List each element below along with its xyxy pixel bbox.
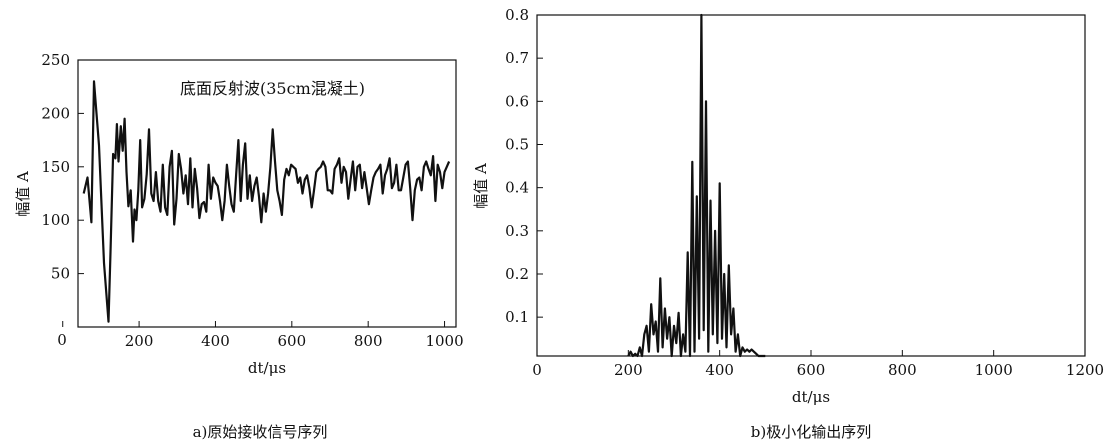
chart-a-annotation: 底面反射波(35cm混凝土) <box>180 79 365 98</box>
a-y-tick-label: 250 <box>41 51 70 69</box>
chart-b-plot-frame <box>536 14 1086 357</box>
a-y-tick-label: 150 <box>41 158 70 176</box>
b-y-tick-label: 0.6 <box>505 92 529 110</box>
chart-a-xlabel: dt/μs <box>248 359 286 377</box>
chart-a: 200 400 600 800 1000 50 100 150 200 250 底面反射波(35c… <box>14 51 464 441</box>
a-y-tick-label: 200 <box>41 104 70 122</box>
b-x-tick-label: 400 <box>705 361 734 379</box>
chart-a-origin-label: 0 <box>57 331 67 349</box>
b-y-tick-label: 0.2 <box>505 265 529 283</box>
chart-a-series-line <box>82 80 451 323</box>
chart-b-series-line <box>627 13 766 358</box>
a-y-tick-label: 100 <box>41 211 70 229</box>
b-y-tick-label: 0.5 <box>505 135 529 153</box>
chart-a-caption: a)原始接收信号序列 <box>193 423 328 441</box>
b-y-tick-label: 0.1 <box>505 308 529 326</box>
a-x-tick-label: 800 <box>354 332 383 350</box>
b-x-tick-label: 1000 <box>975 361 1013 379</box>
b-x-tick-label: 1200 <box>1066 361 1104 379</box>
b-y-tick-label: 0.4 <box>505 179 529 197</box>
a-x-tick-label: 600 <box>277 332 306 350</box>
chart-b-xlabel: dt/μs <box>792 388 830 406</box>
b-y-tick-label: 0.3 <box>505 222 529 240</box>
chart-b-ticks: 0 200 400 600 800 1000 1200 0.1 0.2 0.3 0.4 0.5 0.6 0… <box>505 6 1104 379</box>
b-x-tick-label: 800 <box>888 361 917 379</box>
b-x-tick-label: 0 <box>532 361 542 379</box>
b-x-tick-label: 200 <box>614 361 643 379</box>
b-x-tick-label: 600 <box>797 361 826 379</box>
a-x-tick-label: 400 <box>201 332 230 350</box>
chart-a-ticks: 200 400 600 800 1000 50 100 150 200 250 <box>41 51 463 350</box>
b-y-tick-label: 0.8 <box>505 6 529 24</box>
chart-a-plot-frame <box>77 59 457 328</box>
b-y-tick-label: 0.7 <box>505 49 529 67</box>
a-x-tick-label: 1000 <box>425 332 463 350</box>
chart-b-caption: b)极小化输出序列 <box>751 423 871 441</box>
chart-b: 0 200 400 600 800 1000 1200 0.1 0.2 0.3 0.4 0.5 0.6 0… <box>472 6 1104 441</box>
chart-a-ylabel: 幅值 A <box>14 171 32 217</box>
chart-b-ylabel: 幅值 A <box>472 163 490 209</box>
a-x-tick-label: 200 <box>125 332 154 350</box>
a-y-tick-label: 50 <box>51 265 70 283</box>
